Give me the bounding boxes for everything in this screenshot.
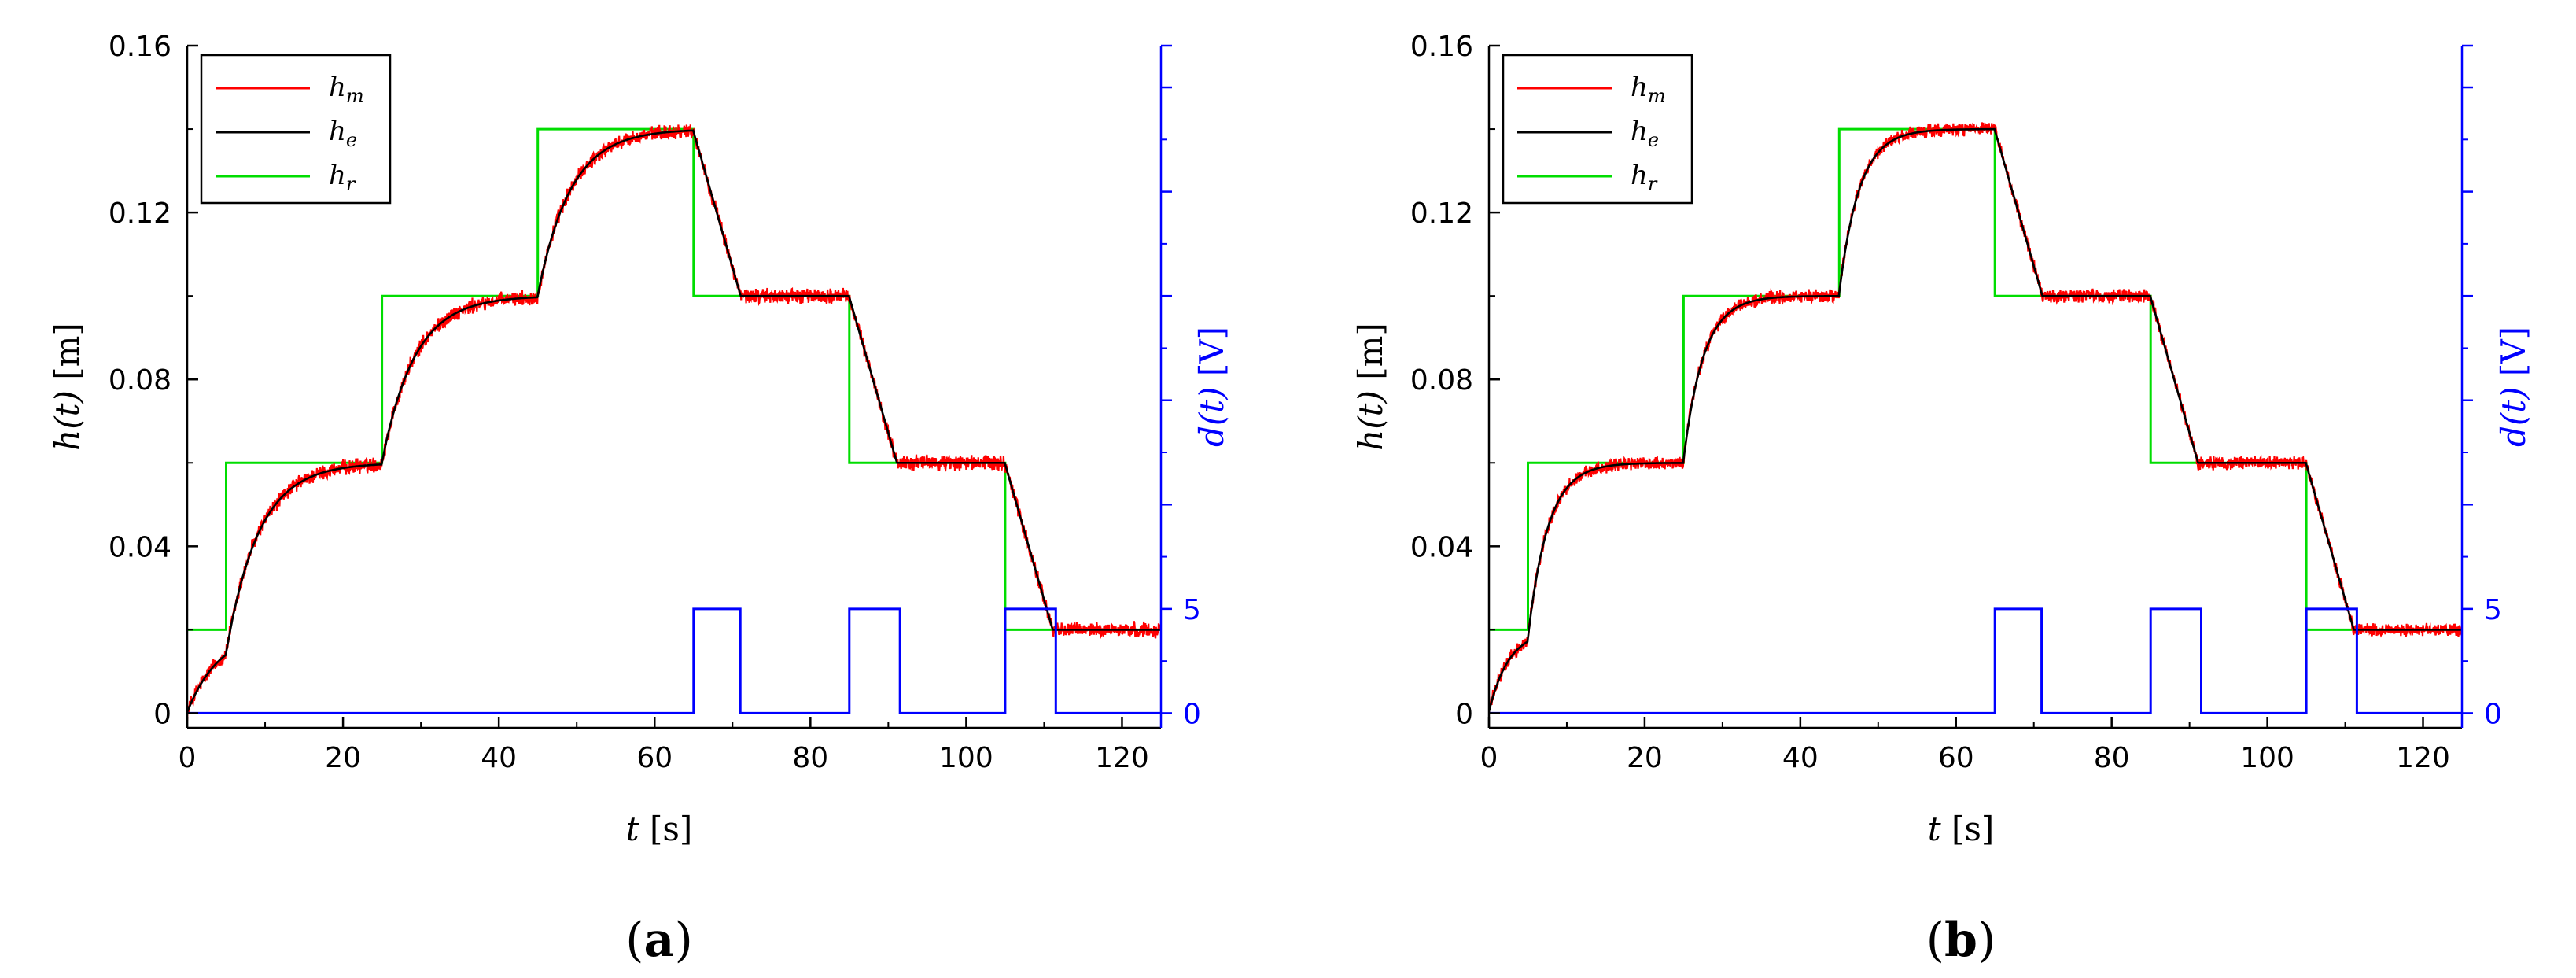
series-d-line	[1489, 607, 2462, 714]
series-h-m-line	[1489, 122, 2462, 714]
series-h-e-line	[1489, 127, 2462, 712]
panel-label: (a)	[625, 913, 693, 968]
legend-label-h-m: hm	[329, 72, 364, 107]
legend-label-h-r: hr	[329, 160, 356, 195]
y-tick-label: 0.12	[109, 197, 171, 230]
legend-label-h-m: hm	[1631, 72, 1666, 107]
series-h-r-line	[187, 127, 1161, 631]
chart-panel-a: 0 20 40 60 80 100 120 0 0.04 0.08 0.12 0.16 0 5 t [s] h…	[48, 31, 1231, 968]
legend-label-h-r: hr	[1631, 160, 1658, 195]
x-tick-label: 120	[2396, 742, 2450, 774]
y-right-tick-label: 0	[1183, 698, 1201, 730]
y-right-axis-label: d(t) [V]	[1192, 327, 1231, 447]
plot-area	[1489, 122, 2462, 714]
x-tick-label: 60	[636, 742, 673, 774]
x-tick-label: 0	[1480, 742, 1498, 774]
x-axis-label: t [s]	[1928, 810, 1995, 848]
legend-label-h-e: he	[1631, 116, 1659, 151]
y-right-tick-label: 5	[2484, 594, 2502, 626]
plot-area	[187, 124, 1161, 721]
x-tick-label: 100	[939, 742, 993, 774]
series-h-m-line	[187, 124, 1161, 721]
y-tick-label: 0.16	[1410, 31, 1473, 63]
y-tick-label: 0	[153, 698, 171, 730]
legend: hm he hr	[200, 54, 392, 205]
legend-box	[200, 54, 392, 205]
y-tick-label: 0	[1455, 698, 1473, 730]
panel-label: (b)	[1926, 913, 1996, 968]
x-tick-label: 120	[1095, 742, 1149, 774]
x-tick-label: 0	[179, 742, 197, 774]
y-right-tick-label: 0	[2484, 698, 2502, 730]
x-tick-label: 40	[481, 742, 517, 774]
y-tick-label: 0.04	[109, 531, 171, 563]
y-tick-label: 0.12	[1410, 197, 1473, 230]
y-right-tick-label: 5	[1183, 594, 1201, 626]
legend-label-h-e: he	[329, 116, 357, 151]
x-axis-label: t [s]	[626, 810, 693, 848]
legend: hm he hr	[1502, 54, 1693, 205]
x-tick-label: 40	[1782, 742, 1819, 774]
series-d-line	[187, 607, 1161, 714]
y-tick-label: 0.04	[1410, 531, 1473, 563]
chart-panel-b: 0 20 40 60 80 100 120 0 0.04 0.08 0.12 0.16 0 5 t [s] h…	[1351, 31, 2533, 968]
y-axis-label: h(t) [m]	[1351, 323, 1390, 451]
x-tick-label: 80	[2094, 742, 2130, 774]
y-axis-label: h(t) [m]	[48, 323, 87, 451]
legend-box	[1502, 54, 1693, 205]
x-tick-label: 20	[325, 742, 361, 774]
x-tick-label: 100	[2240, 742, 2294, 774]
y-right-axis-label: d(t) [V]	[2494, 327, 2533, 447]
y-tick-label: 0.08	[109, 364, 171, 397]
series-h-e-line	[187, 129, 1161, 713]
x-tick-label: 20	[1627, 742, 1663, 774]
y-tick-label: 0.16	[109, 31, 171, 63]
y-tick-label: 0.08	[1410, 364, 1473, 397]
series-h-r-line	[1489, 127, 2462, 631]
x-tick-label: 60	[1938, 742, 1974, 774]
x-tick-label: 80	[792, 742, 828, 774]
